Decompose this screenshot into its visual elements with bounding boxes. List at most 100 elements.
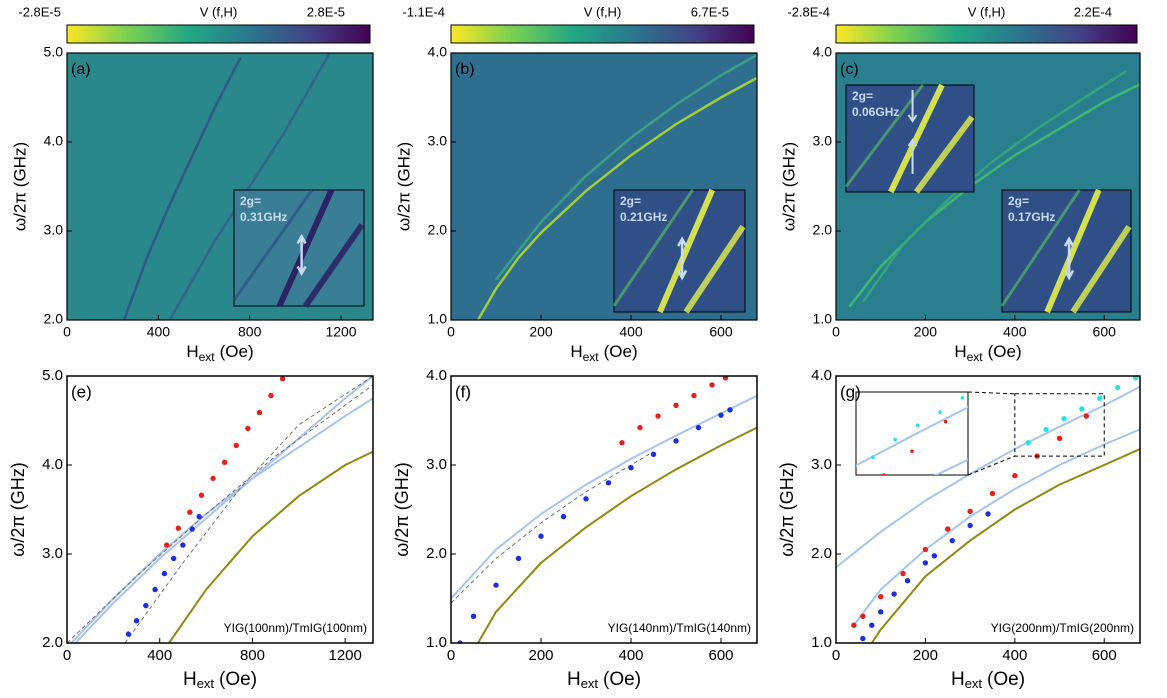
plot-frame [450, 52, 758, 321]
inset-label: 2g= [240, 194, 261, 208]
data-point [268, 392, 274, 399]
x-tick-label: 600 [708, 647, 733, 664]
model-line [451, 394, 757, 600]
data-point [187, 509, 193, 515]
inset-arrow [907, 138, 918, 174]
data-point [891, 591, 897, 597]
inset-arrow [677, 236, 688, 281]
data-point [583, 496, 589, 502]
zoom-connector [967, 391, 1015, 395]
y-axis-label: ω/2π (GHz) [394, 142, 413, 231]
x-tick-label: 800 [240, 647, 265, 664]
data-point [967, 522, 973, 529]
panel: YIG(100nm)/TmIG(100nm) (e) 0 400 800 1200 2.0 3… [8, 367, 374, 691]
y-axis-label: ω/2π (GHz) [777, 462, 797, 556]
y-axis-label: ω/2π (GHz) [10, 142, 29, 231]
dashed-guide [67, 384, 373, 643]
y-tick-label: 3.0 [813, 133, 833, 149]
inset-label: 0.06GHz [852, 105, 899, 119]
data-point [938, 410, 942, 414]
data-point [967, 508, 973, 514]
data-point [798, 547, 802, 551]
zoom-connector [967, 455, 1016, 476]
data-point [727, 407, 733, 413]
x-axis-label-part: H [570, 342, 582, 361]
dashed-guide [124, 376, 373, 643]
model-line [69, 397, 373, 643]
data-point [878, 609, 884, 615]
data-point [931, 553, 938, 559]
inset-feature [683, 224, 746, 314]
x-axis-label: Hext (Oe) [570, 342, 637, 364]
data-point [605, 480, 612, 486]
x-tick-label: 400 [1002, 647, 1027, 664]
inset-feature [276, 188, 335, 308]
x-axis-label-part: (Oe) [219, 669, 257, 690]
inset-feature [612, 189, 694, 307]
x-tick-label: 1200 [328, 647, 361, 664]
data-point [470, 613, 477, 619]
data-point [989, 490, 996, 497]
x-axis-label-part: ext [581, 676, 599, 691]
x-axis-label: Hext (Oe) [567, 669, 641, 691]
data-point [673, 402, 679, 409]
data-point [860, 613, 866, 619]
data-point [1061, 416, 1067, 422]
inset-label: 0.31GHz [240, 210, 287, 224]
y-tick-label: 2.0 [44, 311, 64, 327]
y-tick-label: 3.0 [811, 456, 832, 473]
data-point [960, 396, 965, 400]
y-tick-label: 1.0 [428, 311, 448, 327]
colorbar [835, 24, 1138, 44]
inset-feature [913, 115, 975, 194]
plot-bg [451, 376, 757, 643]
y-tick-label: 4.0 [44, 133, 64, 149]
inset-label: 0.17GHz [1008, 210, 1055, 224]
y-tick-label: 3.0 [426, 456, 447, 473]
resonance-curve [476, 76, 757, 320]
zoom-inset-plot [664, 396, 968, 691]
data-point [869, 622, 875, 628]
plot-frame [835, 375, 1141, 644]
inset-arrow [1063, 236, 1075, 281]
inset-arrow [907, 90, 918, 123]
y-tick-label: 4.0 [811, 367, 832, 384]
x-tick-label: 600 [1092, 647, 1117, 664]
colorbar-label: V (f,H) [968, 4, 1006, 19]
data-point [279, 376, 286, 382]
data-point [686, 661, 690, 665]
x-axis-label-part: H [186, 342, 198, 361]
data-point [798, 566, 802, 570]
x-axis-label-part: H [567, 669, 581, 690]
data-point [915, 423, 920, 428]
data-point [860, 635, 866, 642]
y-axis-label: ω/2π (GHz) [392, 462, 412, 556]
plot-area [67, 376, 373, 643]
panel-label: (c) [840, 61, 859, 78]
colorbar-label: V (f,H) [200, 4, 238, 19]
data-point [904, 578, 911, 584]
data-point [691, 392, 697, 399]
data-point [515, 555, 522, 562]
x-tick-label: 0 [447, 324, 455, 340]
inset-feature [232, 189, 314, 302]
plot-area [451, 376, 757, 643]
annotation: YIG(140nm)/TmIG(140nm) [608, 621, 751, 635]
x-axis-label-part: (Oe) [604, 342, 638, 361]
panel: YIG(200nm)/TmIG(200nm) (g) 0 200 400 600 1.0 2.… [664, 367, 1141, 691]
x-axis-label-part: (Oe) [220, 342, 254, 361]
data-point [175, 525, 181, 531]
model-line [853, 428, 1140, 626]
x-tick-label: 600 [1093, 324, 1117, 340]
data-point [180, 542, 186, 548]
x-axis-label-part: H [954, 342, 966, 361]
resonance-curve [495, 53, 757, 281]
data-point [538, 533, 544, 539]
data-point [170, 555, 177, 562]
x-tick-label: 800 [238, 324, 262, 340]
colorbar-min-label: -2.8E-5 [18, 4, 61, 19]
data-point [664, 687, 668, 691]
annotation: YIG(100nm)/TmIG(100nm) [224, 621, 367, 635]
y-tick-label: 2.0 [428, 222, 448, 238]
resonance-curve [861, 69, 1128, 303]
